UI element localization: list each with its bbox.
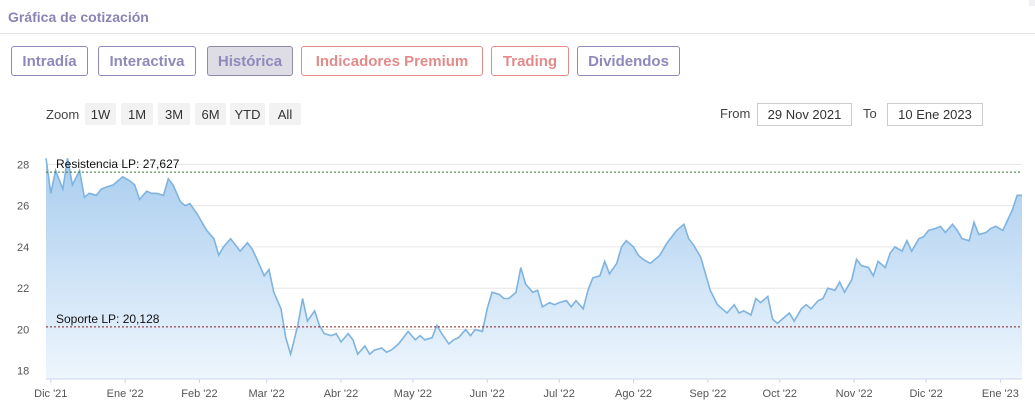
zoom-1m-button[interactable]: 1M (121, 103, 153, 125)
x-tick-label: Sep '22 (689, 388, 726, 400)
x-tick-label: Ene '23 (982, 388, 1019, 400)
range-to-input[interactable]: 10 Ene 2023 (887, 103, 983, 126)
panel-title: Gráfica de cotización (8, 9, 149, 25)
tab-interactiva[interactable]: Interactiva (98, 46, 196, 76)
tab-trading[interactable]: Trading (491, 46, 569, 76)
x-tick-label: Ene '22 (107, 388, 144, 400)
x-tick-label: May '22 (394, 388, 432, 400)
zoom-6m-button[interactable]: 6M (195, 103, 226, 125)
x-tick-label: Jun '22 (470, 388, 505, 400)
tab-intradia[interactable]: Intradía (11, 46, 88, 76)
y-tick-label: 18 (17, 366, 29, 378)
zoom-3m-button[interactable]: 3M (158, 103, 190, 125)
x-axis: Dic '21 Ene '22 Feb '22 Mar '22 Abr '22 May '… (34, 378, 1022, 400)
zoom-ytd-button[interactable]: YTD (230, 103, 265, 125)
x-tick-label: Nov '22 (836, 388, 873, 400)
y-tick-label: 24 (17, 242, 29, 254)
y-axis: 18 20 22 24 26 28 (17, 159, 29, 377)
range-from-label: From (720, 106, 751, 121)
price-line (45, 158, 1022, 358)
tab-dividendos[interactable]: Dividendos (577, 46, 680, 76)
y-tick-label: 26 (17, 201, 29, 213)
x-tick-label: Mar '22 (248, 388, 284, 400)
reference-lines: Resistencia LP: 27,627 Soporte LP: 20,128 (46, 157, 1022, 328)
x-tick-label: Feb '22 (181, 388, 217, 400)
range-from-input[interactable]: 29 Nov 2021 (757, 103, 852, 126)
y-tick-label: 20 (17, 324, 29, 336)
range-to-label: To (863, 106, 877, 121)
header-divider (0, 33, 1035, 34)
panel-corner (1029, 0, 1035, 6)
x-tick-label: Abr '22 (324, 388, 359, 400)
y-tick-label: 28 (17, 159, 29, 171)
x-tick-label: Dic '21 (34, 388, 67, 400)
y-tick-label: 22 (17, 283, 29, 295)
support-label: Soporte LP: 20,128 (56, 312, 160, 326)
x-tick-label: Jul '22 (543, 388, 574, 400)
zoom-all-button[interactable]: All (269, 103, 301, 125)
price-chart: 18 20 22 24 26 28 Resistencia LP: 27,627 Sopor… (17, 157, 1022, 400)
x-tick-label: Ago '22 (615, 388, 652, 400)
zoom-label: Zoom (46, 107, 80, 122)
x-tick-label: Dic '22 (909, 388, 942, 400)
tab-indicadores-premium[interactable]: Indicadores Premium (301, 46, 483, 76)
zoom-1w-button[interactable]: 1W (85, 103, 116, 125)
resistance-label: Resistencia LP: 27,627 (56, 157, 180, 171)
x-tick-label: Oct '22 (763, 388, 798, 400)
tab-historica[interactable]: Histórica (207, 46, 293, 76)
